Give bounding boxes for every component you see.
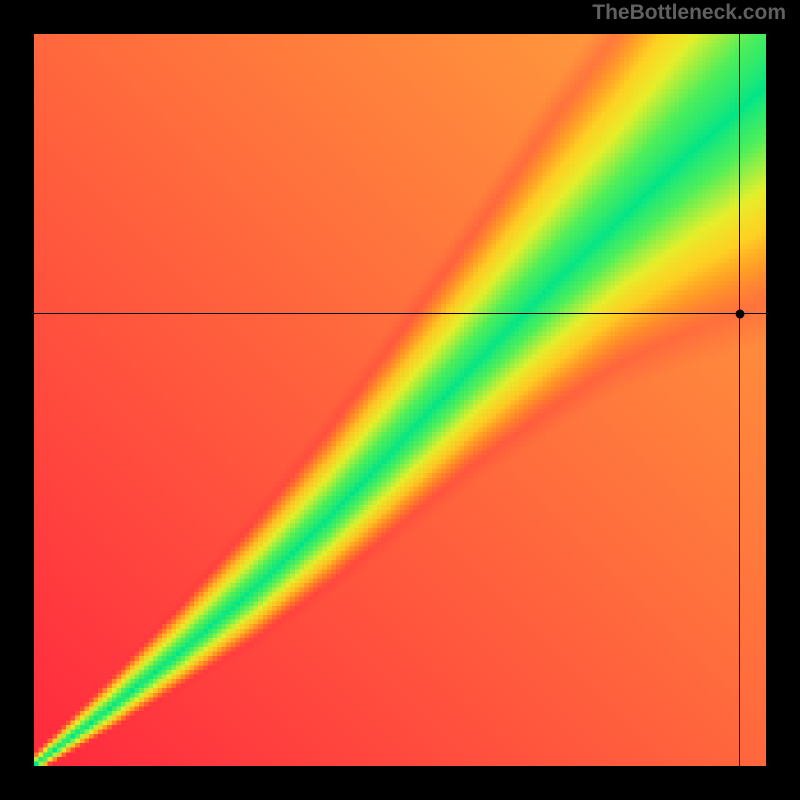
crosshair-vertical: [739, 34, 740, 766]
heatmap-plot: [34, 34, 766, 766]
crosshair-marker: [735, 309, 744, 318]
heatmap-canvas: [34, 34, 766, 766]
crosshair-horizontal: [34, 313, 766, 314]
watermark-label: TheBottleneck.com: [592, 1, 786, 25]
